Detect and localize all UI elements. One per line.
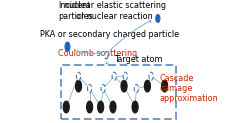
Ellipse shape — [75, 80, 82, 92]
Ellipse shape — [123, 72, 127, 80]
Text: Cascade
damage
approximation: Cascade damage approximation — [160, 74, 218, 103]
Text: Incident
particles: Incident particles — [58, 1, 93, 21]
Text: Target atom: Target atom — [114, 54, 162, 64]
Ellipse shape — [110, 101, 116, 113]
Ellipse shape — [105, 52, 108, 59]
Ellipse shape — [76, 72, 81, 80]
Ellipse shape — [132, 101, 138, 113]
Ellipse shape — [101, 85, 105, 93]
Ellipse shape — [87, 101, 93, 113]
Text: Coulomb scattering: Coulomb scattering — [58, 49, 137, 58]
Ellipse shape — [156, 15, 160, 22]
Ellipse shape — [63, 101, 69, 113]
Ellipse shape — [144, 80, 150, 92]
Text: PKA or secondary charged particle: PKA or secondary charged particle — [40, 30, 179, 39]
Ellipse shape — [121, 80, 127, 92]
Ellipse shape — [149, 72, 153, 80]
FancyBboxPatch shape — [61, 65, 176, 119]
Ellipse shape — [98, 101, 104, 113]
Ellipse shape — [134, 85, 138, 93]
Ellipse shape — [87, 85, 92, 93]
Ellipse shape — [112, 72, 116, 80]
Ellipse shape — [162, 80, 168, 92]
Ellipse shape — [65, 42, 70, 51]
Text: nuclear elastic scattering
or nuclear reaction: nuclear elastic scattering or nuclear re… — [64, 1, 166, 21]
